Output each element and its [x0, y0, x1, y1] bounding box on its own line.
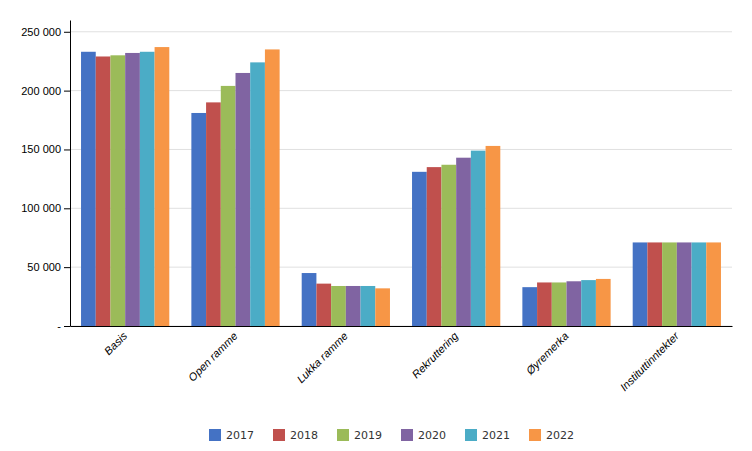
bar: [633, 242, 648, 326]
y-tick-mark: [64, 267, 70, 268]
x-tick-label: Basis: [102, 329, 130, 357]
y-tick-mark: [64, 32, 70, 33]
bar: [110, 55, 125, 326]
bar: [125, 53, 140, 326]
y-tick-mark: [64, 149, 70, 150]
bar: [522, 287, 537, 326]
bar: [316, 284, 331, 326]
legend-swatch: [529, 429, 541, 441]
y-tick-mark: [64, 326, 70, 327]
bar: [537, 282, 552, 326]
legend-item: 2018: [273, 429, 318, 442]
bar: [331, 286, 346, 326]
bar: [302, 273, 317, 326]
x-axis-line: [71, 326, 733, 327]
bar: [552, 282, 567, 326]
plot: - 50 000 100 000 150 000 200 000 250 000 Basis…: [21, 21, 732, 394]
bar: [662, 242, 677, 326]
bar: [191, 113, 206, 326]
bar: [265, 49, 280, 326]
x-tick: Rekruttering: [409, 329, 460, 380]
x-tick: Basis: [102, 329, 130, 357]
legend-swatch: [209, 429, 221, 441]
y-tick: 100 000: [21, 202, 70, 214]
y-tick: 150 000: [21, 143, 70, 155]
bar: [567, 281, 582, 326]
legend-item: 2019: [337, 429, 382, 442]
bar-series: [125, 53, 691, 326]
x-tick: Øyremerka: [523, 330, 571, 378]
x-tick-label: Rekruttering: [409, 329, 460, 380]
y-tick: 200 000: [21, 85, 70, 97]
y-tick-label: 200 000: [21, 85, 61, 97]
bar: [706, 242, 721, 326]
bar: [486, 146, 501, 326]
x-tick-label: Open ramme: [186, 330, 240, 384]
y-tick-label: -: [57, 320, 61, 332]
legend-label: 2018: [290, 429, 318, 442]
bar-series: [140, 52, 706, 326]
y-tick-label: 50 000: [27, 261, 61, 273]
x-tick: Instituttinntekter: [618, 329, 682, 393]
bars: [81, 47, 721, 326]
legend-item: 2020: [401, 429, 446, 442]
y-tick: 50 000: [27, 261, 70, 273]
y-tick-mark: [64, 208, 70, 209]
legend-label: 2021: [482, 429, 510, 442]
bar: [221, 86, 236, 326]
x-tick-label: Instituttinntekter: [618, 329, 682, 393]
bar: [206, 102, 221, 326]
bar: [692, 242, 707, 326]
bar: [427, 167, 442, 326]
legend-swatch: [337, 429, 349, 441]
bar: [412, 172, 427, 326]
bar-series: [110, 55, 676, 326]
bar: [250, 62, 265, 326]
bar: [677, 242, 692, 326]
bar: [647, 242, 662, 326]
legend-item: 2017: [209, 429, 254, 442]
legend-label: 2019: [354, 429, 382, 442]
x-tick-label: Øyremerka: [523, 330, 571, 378]
x-axis: Basis Open ramme Lukka ramme Rekruttering Øy…: [71, 327, 733, 394]
x-tick-label: Lukka ramme: [294, 330, 350, 386]
y-axis-line: [70, 21, 71, 327]
legend-label: 2017: [226, 429, 254, 442]
y-tick: -: [57, 320, 70, 332]
bar: [375, 288, 390, 326]
bar: [236, 73, 251, 326]
bar-series: [96, 56, 662, 326]
bar: [361, 286, 376, 326]
bar: [596, 279, 611, 326]
y-tick-label: 250 000: [21, 26, 61, 38]
y-tick-label: 150 000: [21, 143, 61, 155]
bar: [581, 280, 596, 326]
x-tick: Open ramme: [186, 330, 240, 384]
y-axis: - 50 000 100 000 150 000 200 000 250 000: [21, 21, 70, 333]
y-tick: 250 000: [21, 26, 70, 38]
bar-series: [155, 47, 721, 326]
bar: [155, 47, 170, 326]
bar: [81, 52, 96, 326]
legend-item: 2022: [529, 429, 574, 442]
legend-swatch: [401, 429, 413, 441]
legend-swatch: [465, 429, 477, 441]
grid: [70, 32, 732, 326]
y-tick-mark: [64, 91, 70, 92]
bar: [346, 286, 361, 326]
legend-swatch: [273, 429, 285, 441]
y-tick-label: 100 000: [21, 202, 61, 214]
x-tick: Lukka ramme: [294, 330, 350, 386]
legend-label: 2020: [418, 429, 446, 442]
bar: [456, 158, 471, 326]
bar: [140, 52, 155, 326]
grid-line: [70, 31, 732, 32]
bar: [96, 56, 111, 326]
bar: [441, 165, 456, 326]
legend: 2017 2018 2019 2020 2021 2022: [209, 429, 574, 442]
bar: [471, 151, 486, 326]
chart: - 50 000 100 000 150 000 200 000 250 000 Basis…: [0, 0, 752, 451]
legend-item: 2021: [465, 429, 510, 442]
legend-label: 2022: [546, 429, 574, 442]
